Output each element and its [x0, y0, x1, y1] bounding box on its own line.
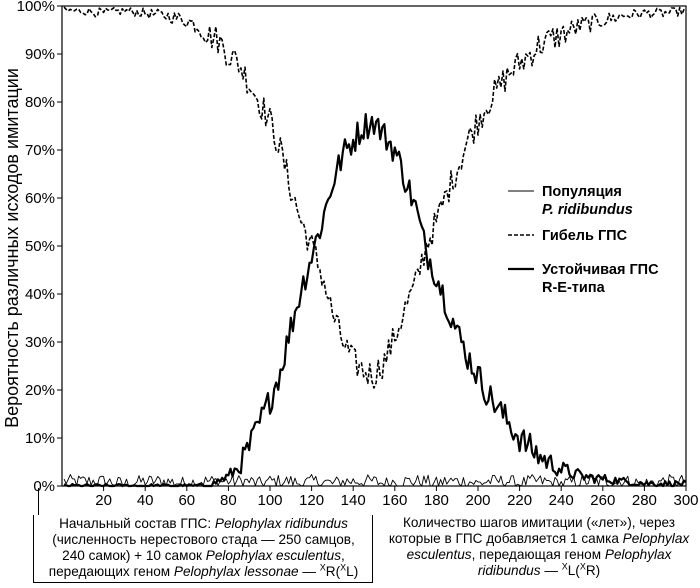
legend-background: [503, 175, 683, 315]
note-text-c: (численность нерестового стада — 250 сам…: [52, 532, 355, 563]
y-axis: 0% 10% 20% 30% 40% 50% 60% 70% 80% 90% 100%: [17, 0, 62, 495]
legend-label-1: Популяция: [542, 184, 622, 200]
note-species-3: Pelophylax lessonae: [173, 564, 299, 579]
y-tick-label: 90%: [25, 46, 55, 63]
xlabel-text-c: , передающая геном: [471, 547, 605, 562]
note-sup-1: X: [319, 562, 326, 573]
x-axis-label: Количество шагов имитации («лет»), через…: [378, 515, 700, 579]
y-tick-label: 40%: [25, 286, 55, 303]
note-text-a: Начальный состав ГПС:: [59, 516, 215, 531]
y-tick-label: 100%: [17, 0, 55, 15]
x-tick-label: 120: [299, 492, 324, 509]
x-tick-label: 200: [465, 492, 490, 509]
xlabel-sup-2: X: [579, 561, 586, 572]
y-tick-label: 50%: [25, 238, 55, 255]
note-species-2: Pelophylax esculentus: [205, 548, 342, 563]
x-tick-label: 20: [95, 492, 112, 509]
legend-label-2: Гибель ГПС: [542, 228, 628, 244]
x-tick-label: 260: [590, 492, 615, 509]
xlabel-sup-1: X: [561, 561, 568, 572]
note-sup-2: X: [340, 562, 347, 573]
note-connector: [38, 488, 39, 516]
legend: Популяция P. ridibundus Гибель ГПС Устойчив…: [503, 175, 683, 315]
series-layer: [63, 6, 687, 488]
note-text-e: , передающих геном: [48, 548, 345, 579]
note-species-1: Pelophylax ridibundus: [214, 516, 348, 531]
initial-composition-note: Начальный состав ГПС: Pelophylax ridibun…: [33, 515, 373, 583]
y-tick-label: 0%: [33, 478, 55, 495]
xlabel-species-2: Pelophylax ridibundus: [477, 547, 672, 578]
legend-label-3: Устойчивая ГПС: [542, 262, 659, 278]
x-tick-label: 60: [178, 492, 195, 509]
x-tick-label: 100: [257, 492, 282, 509]
xlabel-text-e: —: [540, 563, 562, 578]
y-tick-label: 70%: [25, 142, 55, 159]
y-tick-label: 20%: [25, 382, 55, 399]
x-tick-label: 300: [673, 492, 698, 509]
note-text-g: —: [298, 564, 320, 579]
y-tick-label: 10%: [25, 430, 55, 447]
xlabel-text-a: Количество шагов имитации («лет»), через…: [388, 515, 676, 546]
series-line-2: [63, 6, 687, 389]
x-tick-label: 140: [341, 492, 366, 509]
x-tick-label: 220: [507, 492, 532, 509]
y-tick-label: 80%: [25, 94, 55, 111]
y-axis-label: Вероятность различных исходов имитации: [2, 68, 22, 428]
y-tick-label: 30%: [25, 334, 55, 351]
legend-label-3: R-E-типа: [542, 280, 606, 296]
x-tick-label: 240: [549, 492, 574, 509]
note-text-i: R(: [325, 564, 341, 579]
series-line-3: [63, 113, 687, 488]
x-axis: 20 40 60 80 100 120 140 160 180 200 220 240 260 280 30…: [95, 486, 699, 509]
x-tick-label: 180: [424, 492, 449, 509]
x-tick-label: 160: [382, 492, 407, 509]
xlabel-text-i: R): [585, 563, 601, 578]
note-text-k: L): [346, 564, 359, 579]
x-tick-label: 280: [632, 492, 657, 509]
x-tick-label: 40: [137, 492, 154, 509]
legend-label-1: P. ridibundus: [542, 202, 633, 218]
xlabel-text-g: L(: [567, 563, 580, 578]
xlabel-species-1: Pelophylax esculentus: [406, 531, 690, 562]
x-tick-label: 80: [220, 492, 237, 509]
y-tick-label: 60%: [25, 190, 55, 207]
